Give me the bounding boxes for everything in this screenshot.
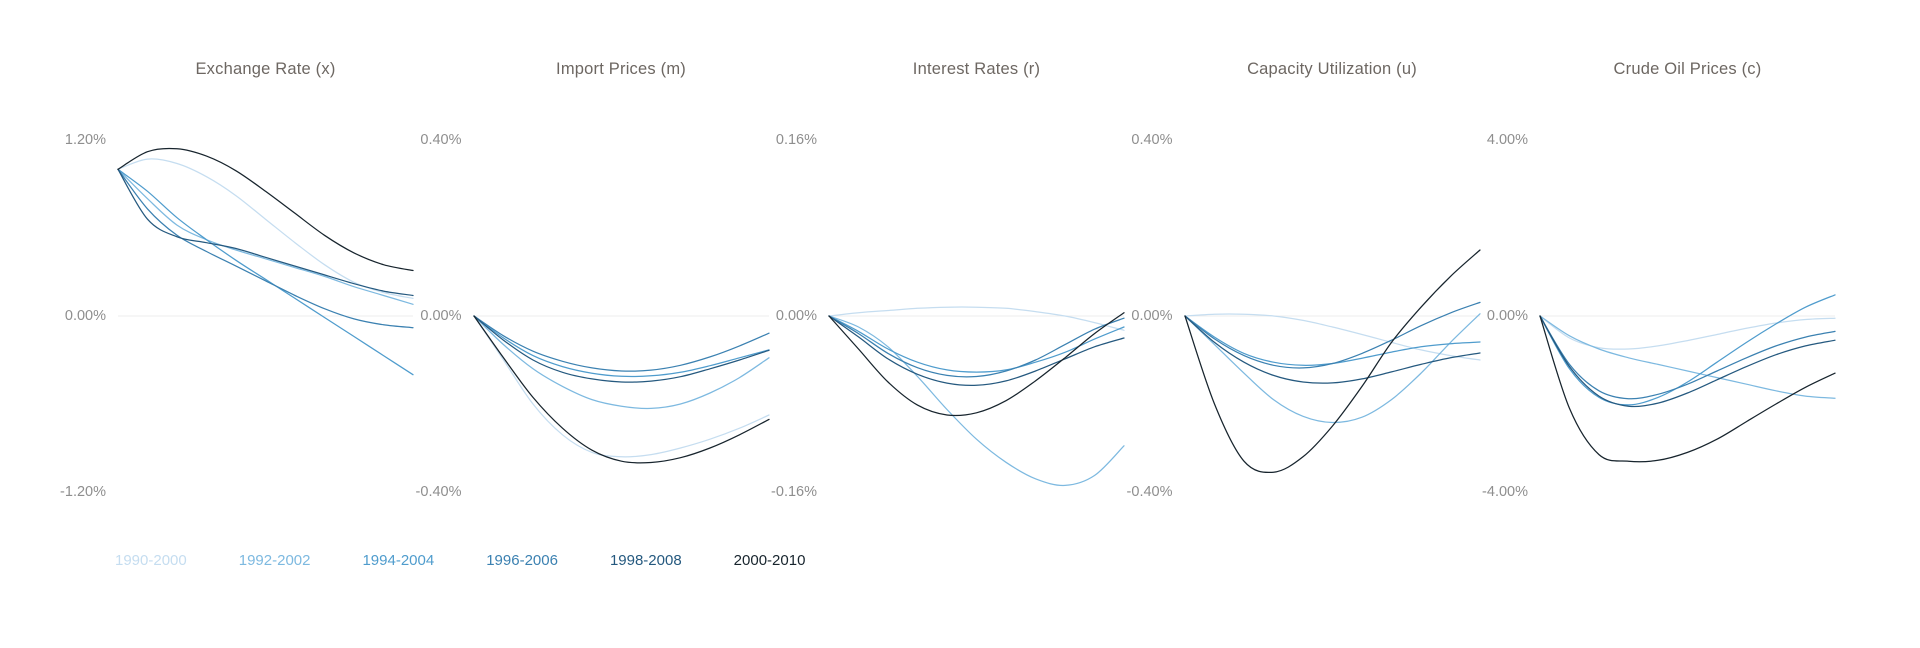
series-line-1996-2006 bbox=[1183, 301, 1481, 369]
series-line-2000-2010 bbox=[828, 312, 1125, 417]
series-line-1994-2004 bbox=[828, 315, 1125, 373]
series-line-2000-2010 bbox=[1183, 249, 1481, 474]
plot-area bbox=[117, 147, 414, 376]
y-tick-label: 0.00% bbox=[64, 308, 106, 324]
chart-title: Interest Rates (r) bbox=[912, 60, 1041, 78]
plot-area bbox=[828, 306, 1125, 487]
series-line-1998-2008 bbox=[1183, 315, 1481, 384]
chart-import-prices-m: Import Prices (m) 0.40% 0.00% -0.40% bbox=[416, 0, 770, 560]
series-line-1998-2008 bbox=[828, 315, 1125, 387]
y-tick-label: 0.16% bbox=[775, 132, 817, 148]
series-line-2000-2010 bbox=[117, 147, 414, 272]
y-tick-label: -0.16% bbox=[771, 484, 817, 500]
y-tick-label: 0.40% bbox=[420, 132, 462, 148]
series-line-1994-2004 bbox=[117, 168, 414, 376]
y-tick-label: 4.00% bbox=[1486, 132, 1528, 148]
chart-title: Import Prices (m) bbox=[556, 60, 686, 78]
series-line-1996-2006 bbox=[117, 168, 414, 329]
series-line-2000-2010 bbox=[472, 315, 770, 464]
series-line-1996-2006 bbox=[828, 315, 1125, 378]
y-tick-label: -0.40% bbox=[1126, 484, 1173, 500]
series-line-1992-2002 bbox=[472, 315, 770, 410]
plot-area bbox=[1183, 249, 1481, 474]
chart-title: Exchange Rate (x) bbox=[195, 60, 336, 78]
y-tick-label: 0.00% bbox=[1486, 308, 1528, 324]
legend-item-1994-2004: 1994-2004 bbox=[362, 552, 435, 569]
chart-capacity-utilization-u: Capacity Utilization (u) 0.40% 0.00% -0.40% bbox=[1127, 0, 1481, 560]
series-line-1990-2000 bbox=[472, 315, 770, 458]
y-tick-label: 1.20% bbox=[64, 132, 106, 148]
series-line-1992-2002 bbox=[1183, 313, 1481, 424]
series-line-1990-2000 bbox=[1539, 315, 1836, 350]
plot-area bbox=[1539, 294, 1836, 463]
chart-title: Capacity Utilization (u) bbox=[1247, 60, 1417, 78]
series-line-1998-2008 bbox=[117, 168, 414, 297]
series-line-1992-2002 bbox=[117, 168, 414, 305]
legend: 1990-2000 1992-2002 1994-2004 1996-2006 1998… bbox=[115, 552, 805, 570]
y-tick-label: -0.40% bbox=[415, 484, 462, 500]
series-line-1996-2006 bbox=[472, 315, 770, 372]
legend-item-2000-2010: 2000-2010 bbox=[733, 552, 806, 569]
chart-title: Crude Oil Prices (c) bbox=[1613, 60, 1762, 78]
plot-area bbox=[472, 315, 770, 464]
y-tick-label: -1.20% bbox=[60, 484, 106, 500]
chart-crude-oil-prices-c: Crude Oil Prices (c) 4.00% 0.00% -4.00% bbox=[1482, 0, 1836, 560]
y-tick-label: 0.00% bbox=[420, 308, 462, 324]
series-line-2000-2010 bbox=[1539, 315, 1836, 463]
series-line-1992-2002 bbox=[1539, 315, 1836, 399]
series-line-1990-2000 bbox=[117, 158, 414, 300]
chart-exchange-rate-x: Exchange Rate (x) 1.20% 0.00% -1.20% bbox=[60, 0, 414, 560]
series-line-1992-2002 bbox=[828, 315, 1125, 487]
series-line-1990-2000 bbox=[828, 306, 1125, 331]
series-line-1998-2008 bbox=[1539, 315, 1836, 408]
legend-item-1996-2006: 1996-2006 bbox=[486, 552, 558, 569]
y-tick-label: 0.40% bbox=[1131, 132, 1173, 148]
legend-item-1998-2008: 1998-2008 bbox=[609, 552, 682, 569]
legend-item-1992-2002: 1992-2002 bbox=[238, 552, 311, 569]
series-line-1994-2004 bbox=[472, 315, 770, 378]
y-tick-label: 0.00% bbox=[1131, 308, 1173, 324]
series-line-1998-2008 bbox=[472, 315, 770, 383]
y-tick-label: -4.00% bbox=[1482, 484, 1528, 500]
series-line-1994-2004 bbox=[1539, 294, 1836, 406]
y-tick-label: 0.00% bbox=[775, 308, 817, 324]
chart-interest-rates-r: Interest Rates (r) 0.16% 0.00% -0.16% bbox=[771, 0, 1125, 560]
legend-item-1990-2000: 1990-2000 bbox=[115, 552, 187, 569]
series-line-1990-2000 bbox=[1183, 313, 1481, 361]
series-line-1996-2006 bbox=[1539, 315, 1836, 400]
